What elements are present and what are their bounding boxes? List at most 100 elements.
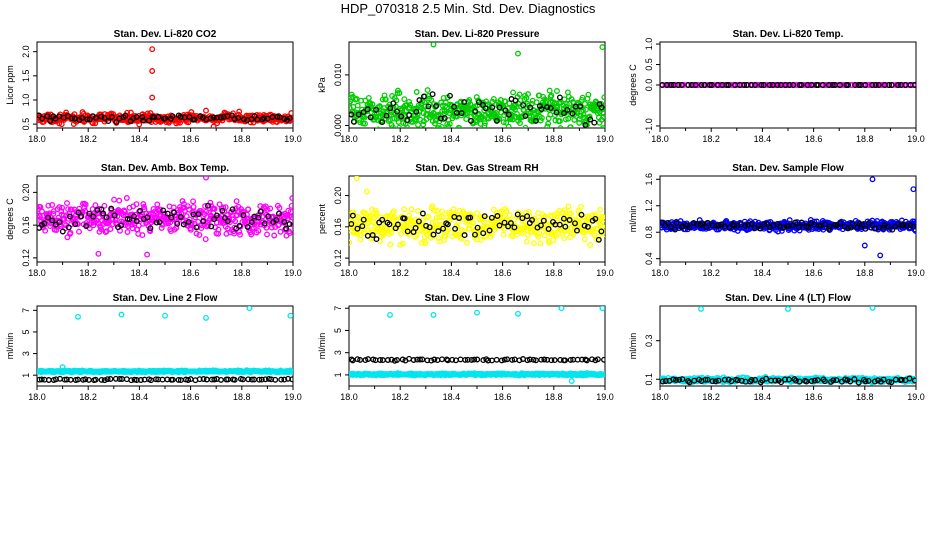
data-points: [349, 306, 605, 384]
secondary-point: [538, 356, 545, 363]
secondary-point: [274, 113, 281, 120]
primary-point: [516, 91, 523, 98]
secondary-point: [464, 356, 471, 363]
secondary-point: [869, 82, 876, 88]
secondary-point: [507, 220, 514, 227]
secondary-point: [660, 378, 666, 385]
secondary-point: [814, 377, 821, 384]
panel-title: Stan. Dev. Line 4 (LT) Flow: [725, 293, 851, 304]
primary-point: [50, 210, 57, 217]
secondary-point: [865, 377, 872, 384]
primary-point: [396, 124, 403, 128]
primary-point: [415, 121, 421, 128]
secondary-point: [461, 232, 468, 239]
primary-point: [406, 98, 413, 105]
secondary-point: [108, 205, 115, 212]
primary-point: [92, 202, 99, 209]
primary-point: [264, 231, 270, 238]
primary-outlier-point: [149, 94, 156, 101]
secondary-point: [851, 376, 858, 383]
primary-point: [413, 89, 420, 95]
secondary-point: [709, 378, 716, 385]
secondary-point: [758, 82, 765, 88]
primary-point: [452, 127, 456, 128]
primary-point: [124, 229, 131, 235]
secondary-point: [413, 108, 420, 115]
secondary-point: [104, 376, 111, 383]
secondary-point: [690, 219, 697, 226]
primary-point: [388, 229, 395, 236]
secondary-point: [404, 228, 411, 235]
primary-point: [535, 233, 542, 240]
primary-point: [289, 195, 293, 202]
secondary-point: [239, 376, 246, 383]
primary-outlier-point: [95, 250, 102, 257]
x-tick-label: 18.2: [391, 392, 409, 402]
secondary-point: [349, 111, 355, 118]
primary-outlier-point: [861, 242, 868, 249]
primary-point: [287, 208, 293, 215]
x-tick-label: 18.0: [651, 268, 669, 278]
primary-point: [523, 209, 530, 216]
primary-point: [538, 114, 545, 121]
x-tick-label: 19.0: [284, 392, 302, 402]
secondary-point: [155, 114, 162, 120]
secondary-point: [545, 226, 552, 232]
primary-point: [581, 236, 588, 243]
primary-point: [541, 232, 548, 239]
primary-point: [601, 104, 605, 111]
secondary-point: [667, 82, 674, 88]
secondary-point: [533, 357, 539, 364]
primary-point: [370, 234, 376, 241]
primary-outlier-point: [785, 306, 791, 312]
secondary-point: [112, 375, 119, 382]
primary-point: [533, 99, 540, 106]
secondary-point: [766, 82, 773, 88]
secondary-point: [502, 107, 509, 114]
primary-point: [354, 231, 361, 238]
primary-point: [116, 197, 123, 204]
secondary-point: [428, 357, 435, 364]
primary-point: [595, 233, 602, 240]
secondary-point: [412, 225, 419, 231]
secondary-point: [439, 356, 445, 363]
secondary-point: [261, 220, 268, 227]
primary-point: [424, 106, 431, 113]
primary-point: [391, 115, 398, 122]
panel-title: Stan. Dev. Gas Stream RH: [415, 163, 538, 174]
secondary-point: [283, 225, 290, 232]
primary-point: [121, 208, 128, 215]
primary-point: [354, 102, 361, 109]
primary-outlier-point: [144, 251, 151, 258]
secondary-point: [713, 222, 720, 229]
primary-point: [190, 203, 197, 210]
secondary-point: [357, 356, 364, 363]
primary-point: [517, 120, 523, 127]
secondary-point: [281, 218, 288, 225]
primary-point: [487, 233, 494, 240]
primary-outlier-point: [869, 306, 876, 311]
secondary-point: [122, 112, 129, 119]
x-tick-label: 18.8: [856, 134, 874, 144]
primary-point: [193, 230, 200, 237]
secondary-point: [128, 377, 135, 384]
x-tick-label: 18.4: [443, 268, 461, 278]
secondary-point: [123, 376, 130, 383]
secondary-point: [572, 220, 578, 227]
primary-point: [563, 101, 570, 108]
primary-outlier-point: [149, 46, 156, 53]
primary-point: [525, 91, 531, 98]
data-points: [349, 42, 605, 128]
y-tick-label: 0.16: [21, 216, 31, 234]
secondary-point: [177, 213, 184, 220]
primary-outlier-point: [203, 107, 209, 114]
secondary-point: [394, 108, 400, 115]
secondary-point: [701, 82, 708, 88]
secondary-point: [113, 119, 120, 125]
secondary-point: [808, 378, 815, 385]
secondary-point: [829, 82, 836, 88]
primary-point: [586, 113, 593, 120]
x-tick-label: 18.2: [79, 134, 97, 144]
primary-point: [267, 205, 274, 212]
